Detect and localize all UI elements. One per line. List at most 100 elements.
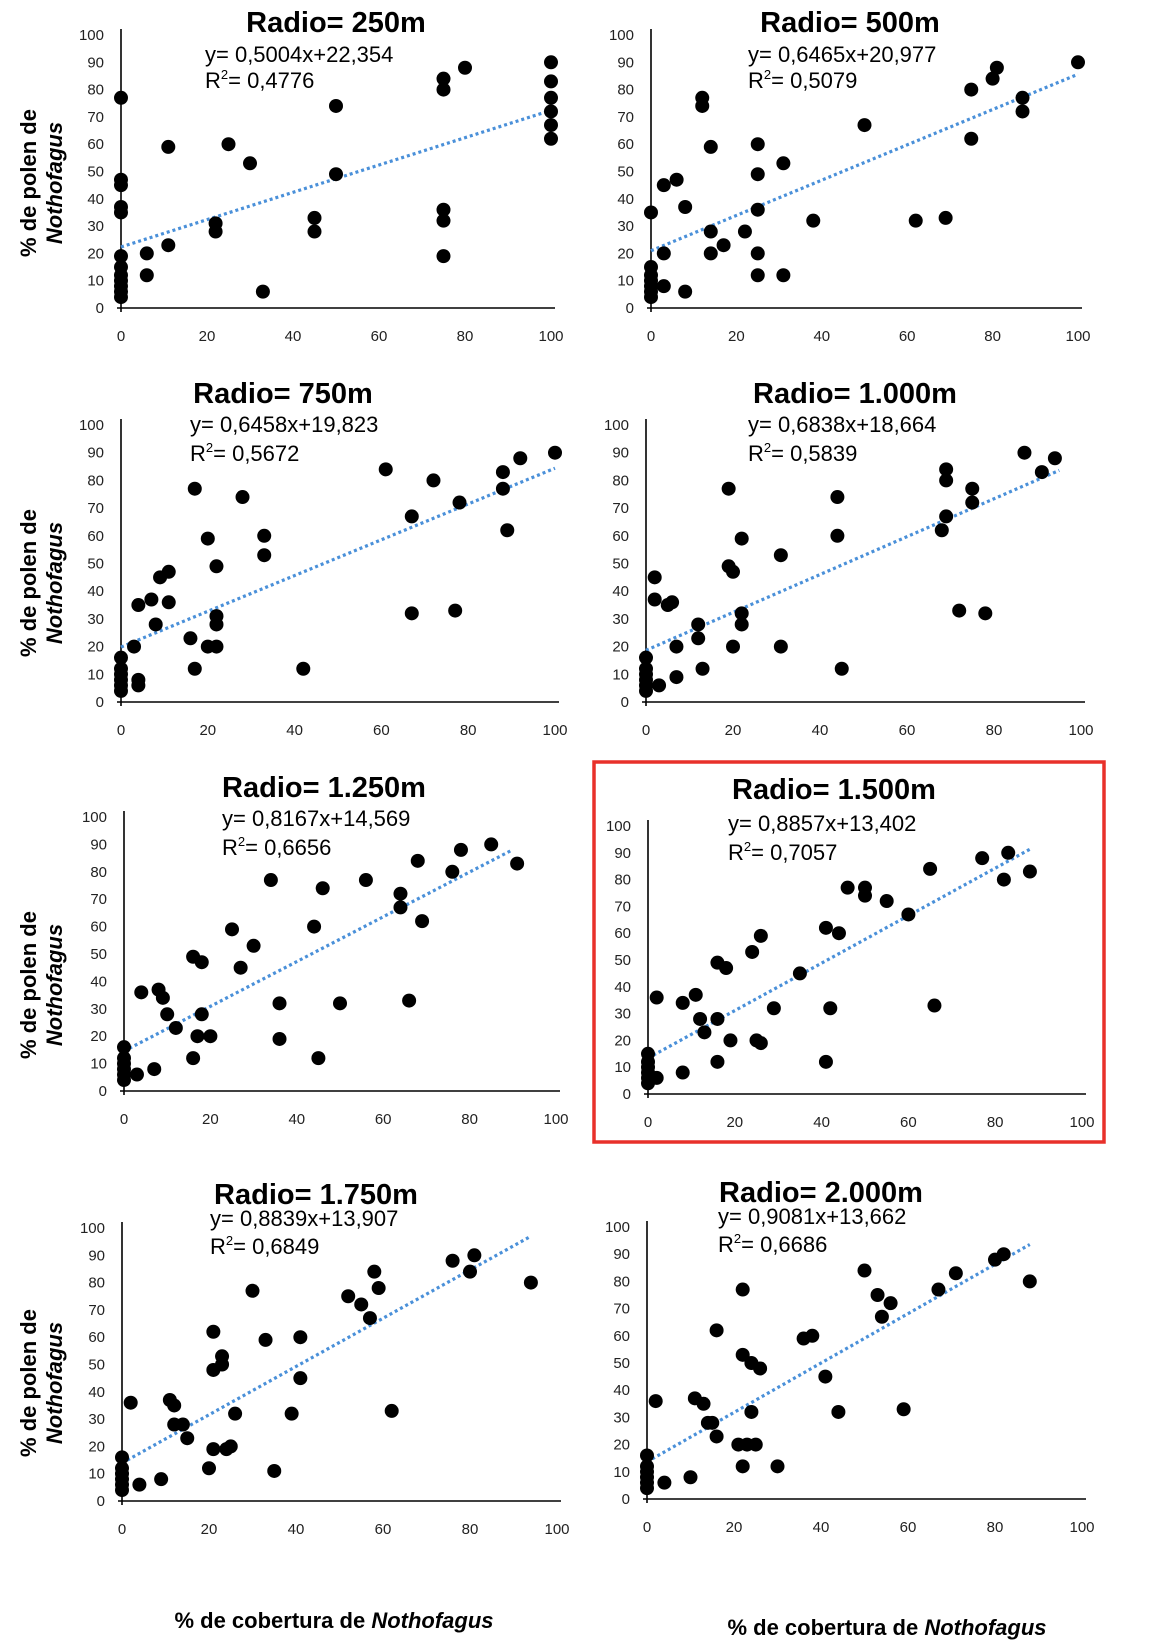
y-tick-label: 60 (88, 1329, 105, 1346)
y-tick-label: 60 (613, 1328, 630, 1345)
x-tick-label: 0 (643, 1519, 651, 1536)
data-point (484, 837, 499, 852)
data-point (209, 639, 224, 654)
x-tick-label: 20 (726, 1519, 743, 1536)
data-point (402, 993, 417, 1008)
data-point (965, 495, 980, 510)
data-point (117, 1073, 131, 1088)
x-axis-label-prefix: % de cobertura de (174, 1608, 371, 1633)
x-axis-label-right: % de cobertura de Nothofagus (727, 1615, 1046, 1640)
data-point (773, 548, 788, 563)
y-tick-label: 40 (614, 979, 631, 996)
y-tick-label: 20 (617, 245, 634, 262)
data-point (901, 907, 916, 922)
scatter-panel: 0 10 20 30 40 50 60 70 80 90 100 0 20 40 60 80 100 Radio=… (609, 7, 1091, 345)
y-tick-label: 90 (613, 1246, 630, 1263)
data-point (436, 249, 451, 264)
y-tick-label: 60 (614, 925, 631, 942)
y-tick-label: 70 (87, 500, 104, 517)
x-tick-label: 100 (538, 328, 563, 345)
data-point (938, 210, 953, 225)
data-point (750, 246, 765, 261)
data-point (840, 880, 855, 895)
data-point (114, 290, 128, 305)
y-tick-label: 50 (88, 1357, 105, 1374)
y-tick-label: 60 (87, 136, 104, 153)
data-point (235, 490, 250, 505)
y-tick-label: 60 (612, 528, 629, 545)
y-tick-label: 90 (87, 445, 104, 462)
data-point (996, 872, 1011, 887)
data-point (1047, 451, 1062, 466)
data-point (834, 661, 849, 676)
r-squared-letter: R (210, 1234, 226, 1259)
data-point (857, 1263, 872, 1278)
data-point (186, 1051, 201, 1066)
data-point (939, 462, 954, 477)
data-point (675, 1065, 690, 1080)
data-point (544, 104, 558, 119)
regression-equation: y= 0,5004x+22,354 (205, 42, 393, 67)
y-tick-label: 10 (87, 666, 104, 683)
data-point (644, 290, 658, 305)
y-tick-label: 100 (604, 417, 629, 434)
data-point (233, 960, 248, 975)
data-point (721, 481, 736, 496)
y-tick-label: 50 (613, 1355, 630, 1372)
data-point (114, 178, 128, 193)
data-point (378, 462, 393, 477)
data-point (696, 1396, 711, 1411)
panel-title: Radio= 1.500m (732, 774, 936, 806)
r-squared-letter: R (748, 68, 764, 93)
data-point (776, 268, 791, 283)
data-point (726, 639, 740, 654)
panel-title: Radio= 250m (246, 7, 426, 39)
data-point (510, 856, 525, 871)
data-point (371, 1281, 386, 1296)
data-point (202, 1461, 216, 1476)
x-tick-label: 100 (1068, 722, 1093, 739)
data-point (818, 1054, 833, 1069)
x-tick-label: 40 (288, 1111, 305, 1128)
y-tick-label: 10 (614, 1059, 631, 1076)
y-tick-label: 70 (613, 1301, 630, 1318)
scatter-panel: 0 10 20 30 40 50 60 70 80 90 100 0 20 40 60 80 100 Radio=… (80, 1179, 570, 1538)
data-point (693, 1011, 708, 1026)
data-point (436, 202, 451, 217)
data-point (393, 900, 408, 915)
data-point (657, 1475, 672, 1490)
data-point (114, 205, 128, 220)
y-tick-label: 10 (87, 273, 104, 290)
y-tick-label: 100 (82, 809, 107, 826)
x-tick-label: 20 (199, 328, 216, 345)
data-point (1071, 55, 1085, 70)
data-point (194, 1007, 209, 1022)
data-point (246, 938, 261, 953)
y-tick-label: 0 (96, 694, 104, 711)
data-point (735, 1282, 750, 1297)
data-point (131, 678, 146, 693)
x-tick-label: 100 (1065, 328, 1090, 345)
data-point (773, 639, 788, 654)
data-point (669, 639, 684, 654)
y-tick-label: 30 (612, 611, 629, 628)
r-squared-value: = 0,4776 (228, 68, 314, 93)
y-tick-label: 40 (90, 973, 107, 990)
r-squared-value: = 0,7057 (751, 840, 837, 865)
r-squared-value: = 0,5839 (771, 441, 857, 466)
data-point (975, 851, 990, 866)
data-point (161, 595, 176, 610)
data-point (117, 1040, 131, 1055)
y-tick-label: 40 (617, 191, 634, 208)
y-tick-label: 10 (88, 1466, 105, 1483)
data-point (257, 548, 272, 563)
y-tick-label: 30 (613, 1409, 630, 1426)
data-point (206, 1324, 221, 1339)
r-squared-exponent: 2 (221, 67, 228, 82)
data-point (688, 987, 703, 1002)
data-point (329, 98, 343, 113)
data-point (1001, 845, 1016, 860)
data-point (766, 1001, 781, 1016)
data-point (818, 920, 833, 935)
y-axis-label-line1: % de polen de (16, 109, 41, 257)
